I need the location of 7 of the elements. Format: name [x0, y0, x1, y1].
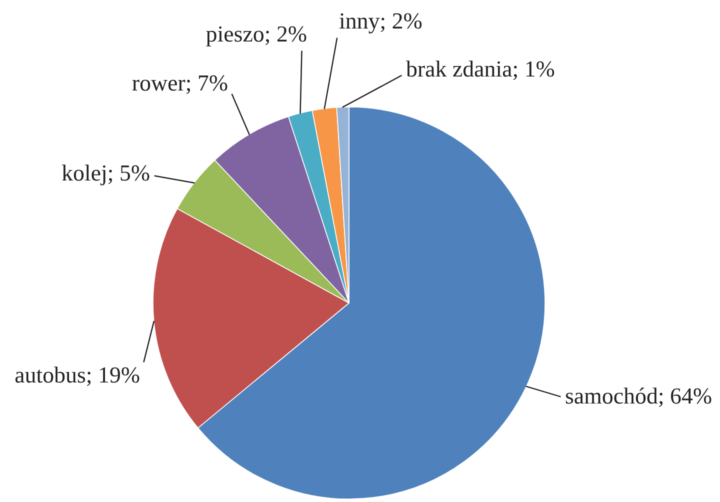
- slice-label: inny; 2%: [339, 13, 422, 34]
- slice-label: brak zdania; 1%: [406, 60, 554, 80]
- slice-label: pieszo; 2%: [206, 26, 306, 46]
- slice-label: autobus; 19%: [15, 366, 140, 386]
- slice-label: rower; 7%: [132, 75, 228, 94]
- slice-label: samochód; 64%: [566, 388, 712, 408]
- slice-label: kolej; 5%: [62, 164, 150, 186]
